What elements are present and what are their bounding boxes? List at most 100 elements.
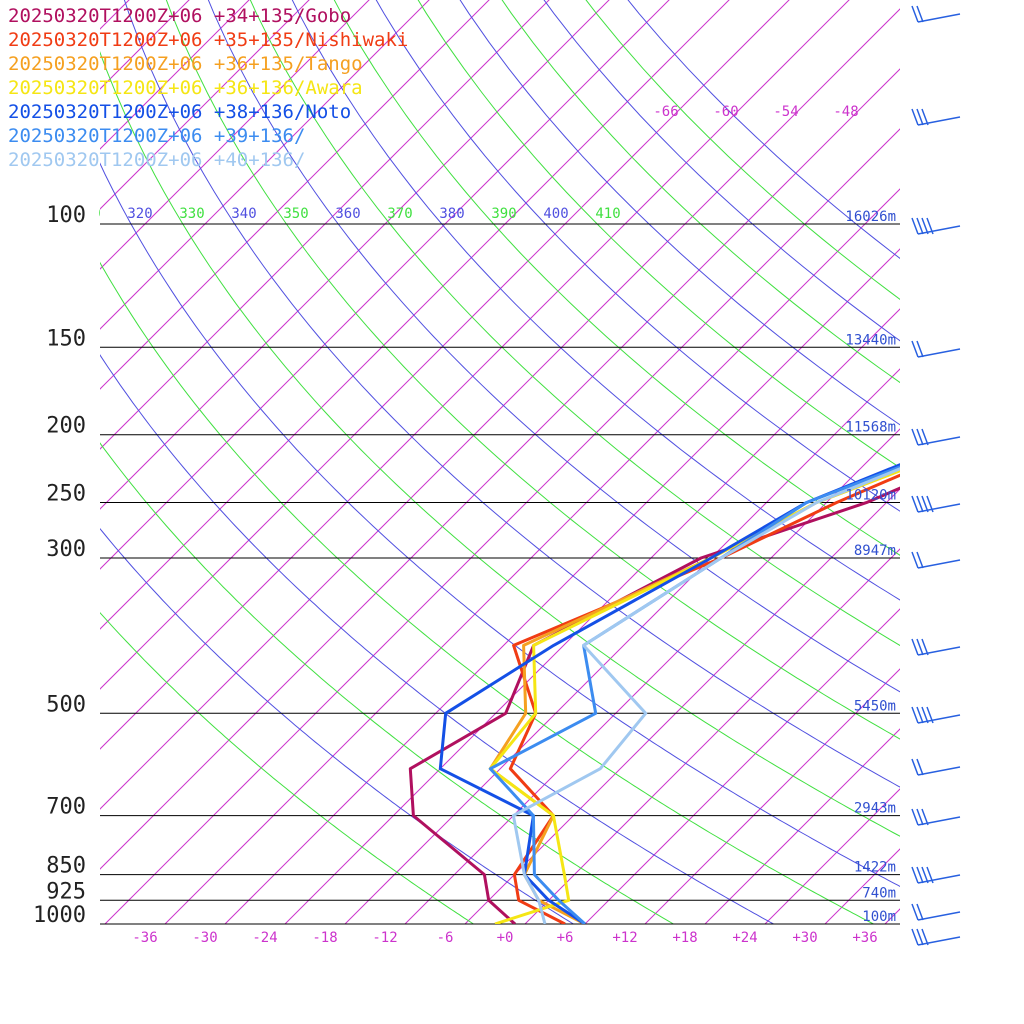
- wind-barb: [911, 638, 961, 656]
- isotherm-line: [100, 0, 850, 750]
- upper-temp-label: -48: [833, 104, 858, 120]
- isotherm-line: [100, 0, 670, 570]
- isotherm-line: [824, 848, 900, 924]
- sounding-line: [511, 467, 900, 924]
- legend-item: 20250320T1200Z+06 +36+135/Tango: [8, 53, 363, 75]
- wind-barb: [911, 108, 961, 126]
- pressure-label: 1000: [33, 903, 86, 928]
- x-tick-label: -24: [252, 930, 277, 946]
- legend-item: 20250320T1200Z+06 +35+135/Nishiwaki: [8, 29, 409, 51]
- wind-barb: [911, 903, 961, 921]
- sounding-line: [488, 469, 900, 924]
- isotherm-line: [224, 248, 900, 924]
- legend-item: 20250320T1200Z+06 +39+136/: [8, 125, 306, 147]
- isotherm-line: [100, 8, 900, 810]
- height-label: 8947m: [854, 543, 896, 559]
- wind-barb: [911, 706, 961, 724]
- theta-label: 350: [283, 206, 308, 222]
- dry-adiabat-line: [375, 0, 900, 512]
- sounding-line: [508, 473, 900, 924]
- isotherm-line: [1005, 0, 1024, 924]
- upper-temp-label: -54: [773, 104, 798, 120]
- x-tick-label: +24: [732, 930, 757, 946]
- dry-adiabat-line: [100, 527, 574, 924]
- theta-label: 410: [595, 206, 620, 222]
- theta-label: 400: [543, 206, 568, 222]
- height-label: 740m: [862, 885, 896, 901]
- x-tick-label: -18: [312, 930, 337, 946]
- dry-adiabat-line: [333, 0, 900, 556]
- x-tick-label: +36: [852, 930, 877, 946]
- isotherm-line: [524, 548, 900, 924]
- isotherm-line: [464, 488, 900, 924]
- height-label: 10120m: [845, 488, 896, 504]
- upper-temp-label: -66: [653, 104, 678, 120]
- theta-label: 370: [387, 206, 412, 222]
- isotherm-line: [100, 0, 490, 390]
- isotherm-line: [945, 0, 1024, 924]
- isotherm-line: [100, 0, 430, 330]
- pressure-label: 100: [46, 203, 86, 228]
- isotherm-line: [344, 368, 900, 924]
- height-label: 11568m: [845, 420, 896, 436]
- pressure-label: 850: [46, 854, 86, 879]
- isotherm-line: [100, 68, 900, 870]
- legend: 20250320T1200Z+06 +34+135/Gobo 20250320T1…: [8, 4, 408, 172]
- legend-item: 20250320T1200Z+06 +36+136/Awara: [8, 77, 363, 99]
- isotherm-line: [100, 0, 730, 630]
- dry-adiabat-line: [100, 162, 900, 887]
- height-label: 13440m: [845, 332, 896, 348]
- upper-temp-label: -60: [713, 104, 738, 120]
- isotherm-line: [100, 0, 610, 510]
- x-tick-label: -6: [437, 930, 454, 946]
- isotherm-line: [164, 188, 900, 924]
- pressure-label: 250: [46, 482, 86, 507]
- theta-label: 390: [491, 206, 516, 222]
- theta-label: 330: [179, 206, 204, 222]
- height-label: 100m: [862, 909, 896, 925]
- legend-item: 20250320T1200Z+06 +40+136/: [8, 149, 306, 171]
- isotherm-line: [104, 128, 900, 924]
- theta-label: 320: [127, 206, 152, 222]
- height-label: 16026m: [845, 209, 896, 225]
- wind-barb: [911, 340, 961, 358]
- height-label: 2943m: [854, 801, 896, 817]
- isotherm-line: [100, 0, 790, 690]
- x-tick-label: +0: [497, 930, 514, 946]
- pressure-label: 925: [46, 879, 86, 904]
- wind-barb: [911, 928, 961, 946]
- dry-adiabat-line: [100, 51, 900, 837]
- dry-adiabat-line: [100, 442, 674, 924]
- dry-adiabat-line: [100, 611, 474, 924]
- height-label: 1422m: [854, 860, 896, 876]
- pressure-label: 500: [46, 692, 86, 717]
- height-label: 5450m: [854, 698, 896, 714]
- isotherm-line: [284, 308, 900, 924]
- wind-barb: [911, 758, 961, 776]
- isotherm-line: [644, 668, 900, 924]
- dry-adiabat-line: [291, 0, 900, 601]
- theta-label: 380: [439, 206, 464, 222]
- legend-item: 20250320T1200Z+06 +38+136/Noto: [8, 101, 352, 123]
- x-tick-label: +30: [792, 930, 817, 946]
- dry-adiabat-line: [417, 0, 900, 469]
- wind-barb: [911, 5, 961, 23]
- dry-adiabat-line: [459, 0, 900, 426]
- x-tick-label: +12: [612, 930, 637, 946]
- sounding-line: [438, 463, 900, 924]
- x-tick-label: +6: [557, 930, 574, 946]
- dry-adiabat-line: [249, 0, 900, 647]
- isotherm-line: [100, 0, 550, 450]
- x-tick-label: -12: [372, 930, 397, 946]
- dry-adiabat-line: [123, 0, 900, 788]
- legend-item: 20250320T1200Z+06 +34+135/Gobo: [8, 5, 352, 27]
- pressure-label: 200: [46, 414, 86, 439]
- isotherm-line: [884, 908, 900, 924]
- wind-barb: [911, 551, 961, 569]
- theta-label: 340: [231, 206, 256, 222]
- isotherm-line: [764, 788, 900, 924]
- wind-barb: [911, 217, 961, 235]
- pressure-label: 150: [46, 326, 86, 351]
- isotherm-line: [404, 428, 900, 924]
